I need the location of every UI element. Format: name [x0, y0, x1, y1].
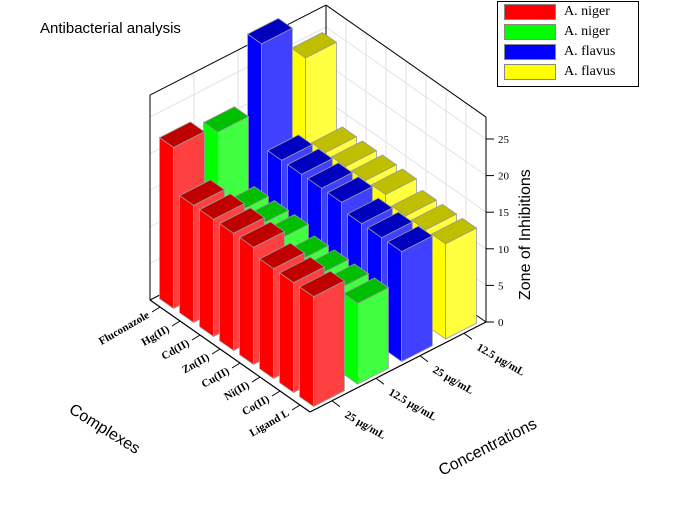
bar-front-face: [239, 236, 255, 366]
legend-swatch: [504, 64, 556, 80]
bar-front-face: [179, 194, 195, 324]
axis-line: [149, 4, 327, 96]
x-tick-label: Zn(II): [180, 351, 212, 376]
y-tick: [331, 400, 341, 408]
x-tick-label: Cd(II): [160, 337, 192, 363]
legend-item: A. niger: [504, 22, 638, 42]
x-tick: [231, 362, 241, 369]
bar-front-face: [259, 258, 275, 380]
bar-side-face: [401, 235, 433, 363]
bar-front-face: [219, 222, 235, 352]
x-axis-title: Complexes: [66, 401, 143, 458]
legend-label: A. niger: [564, 4, 610, 19]
legend-swatch: [504, 24, 556, 40]
y-tick-label: 12.5 µg/mL: [387, 386, 439, 423]
x-tick-label: Hg(II): [140, 323, 172, 349]
legend-swatch: [504, 44, 556, 60]
x-tick: [151, 306, 161, 313]
bar-front-face: [279, 272, 295, 394]
y-tick-label: 12.5 µg/mL: [475, 341, 527, 378]
bar-side-face: [445, 227, 477, 340]
z-tick-label: 25: [498, 134, 510, 146]
chart-title: Antibacterial analysis: [40, 20, 181, 37]
x-tick: [291, 404, 301, 411]
x-axis: [149, 299, 311, 413]
bar-front-face: [299, 286, 315, 408]
x-tick: [251, 376, 261, 383]
bar-front-face: [343, 292, 359, 385]
x-tick-label: Cu(II): [200, 365, 232, 391]
bar-front-face: [387, 241, 403, 363]
axis-line: [325, 4, 487, 118]
legend: A. niger A. niger A. flavus A. flavus: [497, 1, 639, 87]
x-tick: [171, 320, 181, 327]
legend-swatch: [504, 4, 556, 20]
x-tick: [271, 390, 281, 397]
y-tick: [375, 377, 385, 385]
bar-front-face: [199, 208, 215, 338]
y-tick-label: 25 µg/mL: [343, 409, 388, 442]
z-tick-label: 10: [498, 244, 510, 256]
legend-label: A. flavus: [564, 64, 616, 79]
bar-front-face: [431, 233, 447, 340]
z-axis-title: Zone of Inhibitions: [517, 169, 534, 300]
legend-label: A. niger: [564, 24, 610, 39]
z-tick-label: 15: [498, 207, 510, 219]
x-tick-label: Co(II): [240, 393, 272, 418]
bar-side-face: [313, 280, 345, 408]
z-tick-label: 0: [498, 317, 504, 329]
bar-front-face: [159, 136, 175, 310]
y-tick-label: 25 µg/mL: [431, 364, 476, 397]
legend-item: A. flavus: [504, 42, 638, 62]
legend-item: A. flavus: [504, 62, 638, 82]
z-tick-label: 20: [498, 171, 510, 183]
y-tick: [463, 332, 473, 340]
legend-item: A. niger: [504, 2, 638, 22]
x-tick-label: Ni(II): [222, 379, 252, 403]
y-tick: [419, 355, 429, 363]
y-axis: [309, 321, 487, 413]
x-tick: [191, 334, 201, 341]
x-tick: [211, 348, 221, 355]
z-tick-label: 5: [498, 280, 504, 292]
y-axis-title: Concentrations: [436, 416, 540, 480]
legend-label: A. flavus: [564, 44, 616, 59]
bar-side-face: [357, 287, 389, 385]
